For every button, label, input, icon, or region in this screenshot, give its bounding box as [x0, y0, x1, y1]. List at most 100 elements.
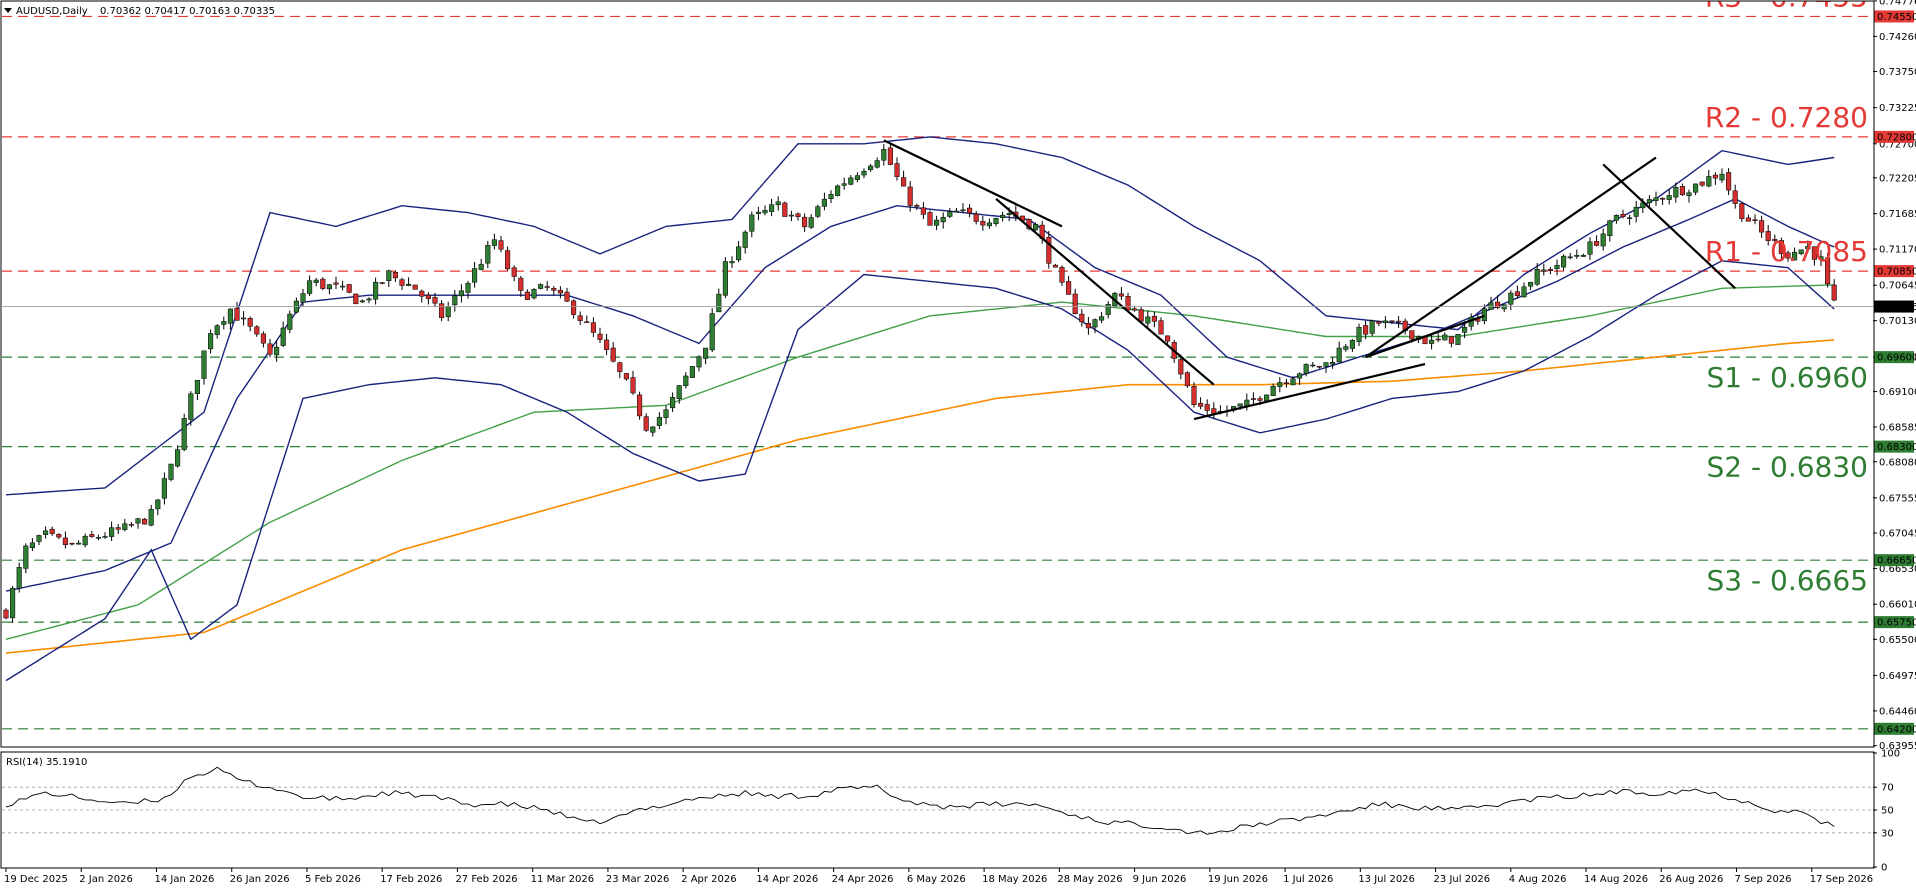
candle-body: [1567, 256, 1573, 259]
candle-body: [934, 219, 940, 226]
candle-body: [775, 201, 781, 206]
candle-body: [214, 325, 220, 335]
candle-body: [1145, 316, 1151, 324]
candle: [247, 316, 253, 332]
candle-body: [538, 284, 544, 289]
date-tick-label: 5 Feb 2026: [305, 874, 361, 885]
candle-body: [1310, 364, 1316, 367]
candle-body: [716, 293, 722, 313]
candle: [874, 157, 880, 169]
candle: [630, 370, 636, 395]
candle-body: [1250, 398, 1256, 400]
candle-body: [927, 212, 933, 226]
candle-body: [82, 535, 88, 546]
candle: [458, 284, 464, 303]
candle-body: [1151, 315, 1157, 322]
candle-body: [505, 250, 511, 270]
candle: [1561, 254, 1567, 271]
candle-body: [1534, 269, 1540, 285]
candle: [1303, 363, 1309, 377]
candle-body: [947, 211, 953, 217]
candle: [769, 198, 775, 217]
trendline-1: [995, 198, 1215, 386]
symbol-dropdown-icon[interactable]: [4, 8, 12, 13]
candle: [511, 265, 517, 282]
level-label-s1: S1 - 0.6960: [1707, 361, 1868, 394]
candle: [518, 275, 524, 297]
candle-body: [1059, 267, 1065, 283]
price-tick-label: 0.74776: [1879, 0, 1916, 7]
candle-body: [432, 297, 438, 304]
candle-body: [478, 264, 484, 270]
candle-body: [1237, 403, 1243, 407]
candle: [1726, 168, 1732, 195]
candle-body: [524, 291, 530, 300]
candle-body: [1396, 320, 1402, 323]
candle: [3, 608, 9, 620]
candle: [1310, 361, 1316, 368]
candle: [861, 168, 867, 179]
price-tick-label: 0.68585: [1879, 422, 1916, 433]
candle: [1349, 339, 1355, 352]
candle: [1488, 296, 1494, 310]
candle-body: [346, 284, 352, 293]
candle-body: [894, 163, 900, 177]
candle-body: [445, 306, 451, 318]
candle-body: [1072, 293, 1078, 314]
candle: [564, 287, 570, 302]
candle-body: [1547, 269, 1553, 271]
candle: [1772, 234, 1778, 247]
candle-body: [835, 185, 841, 196]
candle: [122, 518, 128, 532]
candle-body: [643, 416, 649, 431]
trendline-4: [1364, 156, 1657, 359]
candle-body: [953, 210, 959, 213]
candle-body: [1574, 254, 1580, 257]
candle-body: [379, 282, 385, 284]
candle-body: [861, 170, 867, 176]
rsi-tick-label: 0: [1881, 863, 1887, 874]
candle: [927, 210, 933, 226]
candle-body: [1673, 187, 1679, 198]
date-tick-label: 6 May 2026: [907, 874, 966, 885]
candle: [736, 241, 742, 263]
candle-body: [320, 278, 326, 289]
candle: [571, 299, 577, 319]
candle: [755, 206, 761, 221]
candle-body: [313, 279, 319, 283]
candle: [590, 317, 596, 337]
candle: [901, 170, 907, 187]
level-label-r1: R1 - 0.7085: [1705, 235, 1868, 268]
candle-body: [1052, 264, 1058, 268]
candle-body: [135, 518, 141, 524]
candle: [782, 201, 788, 217]
candle-body: [1679, 186, 1685, 195]
level-badge: [1874, 10, 1914, 23]
candle: [115, 524, 121, 534]
candle: [762, 205, 768, 216]
candle-body: [788, 214, 794, 217]
candle-body: [1528, 282, 1534, 287]
candle: [1679, 183, 1685, 196]
candle-body: [1118, 293, 1124, 297]
candle: [1574, 249, 1580, 259]
price-tick-label: 0.72205: [1879, 173, 1916, 184]
candle: [109, 521, 115, 541]
candle-body: [663, 409, 669, 418]
price-tick-label: 0.67045: [1879, 528, 1916, 539]
candle-body: [498, 240, 504, 250]
date-tick-label: 23 Jul 2026: [1434, 874, 1491, 885]
candle: [986, 218, 992, 229]
candle: [432, 292, 438, 308]
candle-body: [1488, 302, 1494, 310]
candle-body: [181, 418, 187, 450]
candle: [887, 143, 893, 166]
candle: [425, 292, 431, 305]
candle-body: [1792, 251, 1798, 261]
candle: [1600, 228, 1606, 251]
bollinger-lower-line: [5, 260, 1835, 682]
candle-body: [43, 530, 49, 535]
candle-body: [597, 333, 603, 340]
candle-body: [333, 282, 339, 285]
